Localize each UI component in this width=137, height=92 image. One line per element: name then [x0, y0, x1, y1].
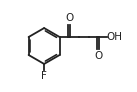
Text: O: O: [94, 51, 102, 61]
Text: OH: OH: [107, 32, 123, 42]
Text: O: O: [65, 13, 73, 23]
Text: F: F: [41, 71, 47, 81]
